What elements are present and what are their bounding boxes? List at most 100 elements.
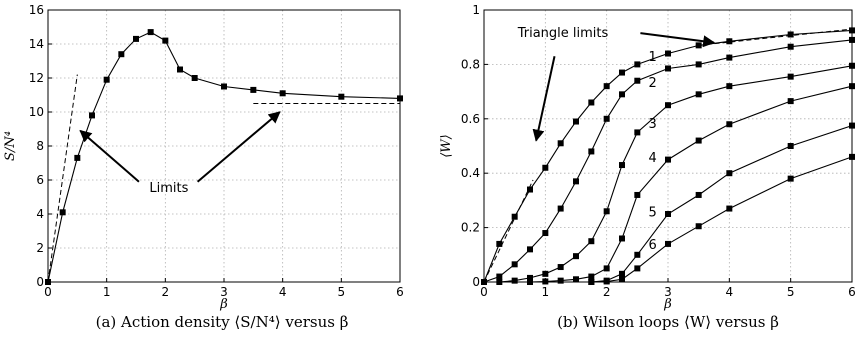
- y-tick-label: 10: [29, 105, 44, 119]
- data-point-series-2: [496, 273, 503, 280]
- triangle-limits-arrow-right: [640, 32, 716, 48]
- x-tick-label: 2: [162, 285, 170, 299]
- series-label-5: 5: [649, 205, 657, 220]
- data-point-series-5: [695, 191, 702, 198]
- data-point-series-1: [695, 42, 702, 49]
- data-point: [250, 86, 257, 93]
- y-axis-label: ⟨W⟩: [439, 134, 454, 158]
- x-tick-label: 4: [726, 285, 734, 299]
- series-line-3: [499, 65, 853, 283]
- data-point-series-3: [542, 270, 549, 277]
- data-point-series-5: [619, 270, 625, 277]
- data-point-series-4: [603, 265, 610, 272]
- data-point: [103, 76, 110, 83]
- data-point-series-4: [665, 156, 671, 163]
- data-point-series-3: [603, 208, 610, 215]
- data-point-series-1: [557, 140, 564, 147]
- data-point-series-1: [542, 164, 549, 171]
- data-point-series-5: [787, 143, 794, 149]
- data-point-series-4: [726, 121, 733, 128]
- data-point-series-6: [619, 276, 625, 283]
- series-line-5: [591, 125, 853, 283]
- data-point: [162, 37, 169, 44]
- data-point-series-4: [557, 277, 564, 284]
- data-point-series-4: [619, 235, 625, 242]
- data-point-series-2: [665, 65, 671, 72]
- limits-arrow-left: [79, 129, 140, 183]
- limit-line: [483, 179, 534, 283]
- y-tick-label: 14: [29, 37, 44, 51]
- data-point-series-3: [573, 253, 579, 260]
- data-point: [338, 93, 345, 100]
- x-tick-label: 3: [220, 285, 228, 299]
- data-point-series-2: [726, 54, 733, 61]
- x-tick-label: 0: [480, 285, 488, 299]
- x-tick-label: 6: [396, 285, 404, 299]
- data-point-series-6: [634, 265, 641, 272]
- y-tick-label: 0.8: [461, 57, 480, 71]
- data-point-series-1: [634, 61, 641, 68]
- data-point: [279, 90, 286, 97]
- data-point: [133, 35, 139, 42]
- series-label-6: 6: [649, 238, 657, 253]
- series-label-4: 4: [649, 151, 657, 166]
- y-tick-label: 0: [472, 275, 480, 289]
- x-tick-label: 2: [603, 285, 611, 299]
- data-point-series-1: [665, 50, 671, 57]
- data-point: [221, 83, 227, 90]
- data-point-series-1: [573, 118, 579, 125]
- data-point: [74, 154, 81, 161]
- data-point-series-4: [787, 98, 794, 105]
- x-axis-label: β: [219, 297, 228, 312]
- data-point-series-3: [511, 277, 518, 284]
- figure-caption: (a) Action density ⟨S/N⁴⟩ versus β: [96, 313, 349, 331]
- data-point: [177, 66, 183, 73]
- x-tick-label: 4: [279, 285, 287, 299]
- data-point-series-4: [588, 273, 595, 280]
- data-point-series-2: [695, 61, 702, 68]
- data-point-series-5: [665, 211, 671, 217]
- y-tick-label: 8: [36, 139, 44, 153]
- series-label-1: 1: [649, 50, 657, 65]
- limit-line: [47, 74, 78, 283]
- data-point-series-1: [619, 69, 625, 76]
- data-point-series-4: [695, 137, 702, 144]
- data-point-series-3: [726, 83, 733, 90]
- y-tick-label: 6: [36, 173, 44, 187]
- data-point-series-3: [634, 129, 641, 136]
- data-point-series-2: [527, 246, 533, 253]
- data-point-series-5: [634, 251, 641, 258]
- x-tick-label: 5: [787, 285, 795, 299]
- data-point-series-2: [603, 115, 610, 122]
- data-point-series-5: [726, 170, 733, 177]
- data-point-series-1: [787, 31, 794, 38]
- series-label-2: 2: [649, 76, 657, 91]
- data-point-series-2: [634, 77, 641, 84]
- data-point-series-2: [557, 205, 564, 212]
- series-label-3: 3: [649, 117, 657, 132]
- data-point-series-6: [787, 175, 794, 182]
- data-point-series-6: [603, 278, 610, 285]
- x-tick-label: 3: [664, 285, 672, 299]
- data-point: [89, 112, 95, 119]
- data-point-series-1: [496, 240, 503, 247]
- data-point-series-2: [588, 148, 595, 155]
- y-axis-label: S/N⁴: [3, 131, 18, 161]
- x-tick-label: 5: [338, 285, 346, 299]
- series-line-2: [483, 39, 853, 283]
- data-point: [59, 209, 66, 216]
- data-point-series-1: [588, 99, 595, 106]
- y-tick-label: 0.2: [461, 221, 480, 235]
- y-tick-label: 0.4: [461, 166, 480, 180]
- data-point-series-3: [557, 264, 564, 271]
- data-point-series-3: [588, 238, 595, 245]
- data-point: [191, 75, 198, 81]
- plot-frame: [47, 9, 401, 283]
- x-tick-label: 6: [848, 285, 856, 299]
- y-tick-label: 12: [29, 71, 44, 85]
- data-point-series-4: [634, 191, 641, 198]
- data-point-series-3: [665, 102, 671, 109]
- data-point-series-2: [511, 261, 518, 268]
- plot-frame: [483, 9, 853, 283]
